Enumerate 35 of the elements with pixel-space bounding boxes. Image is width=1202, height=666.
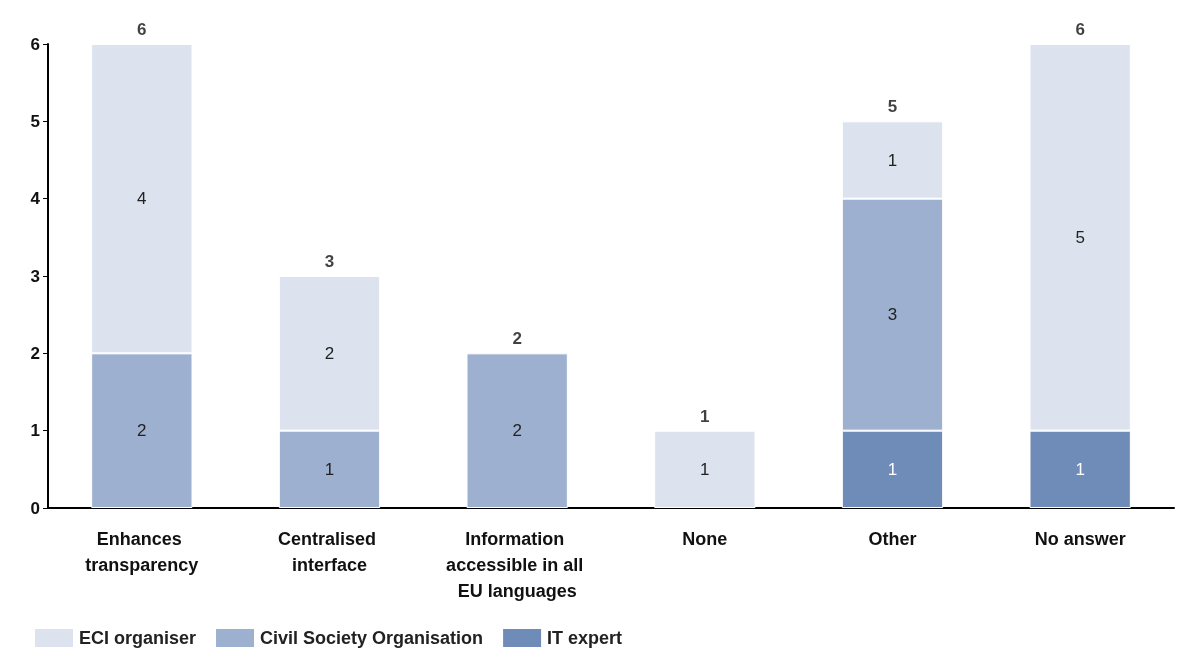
legend-label: Civil Society Organisation	[260, 628, 484, 648]
data-label: 4	[137, 189, 147, 209]
y-tick-label: 5	[30, 111, 40, 131]
y-tick-label: 0	[30, 498, 40, 518]
x-tick-label: Other	[868, 529, 917, 549]
x-tick-label: Information accessible in all EU languages	[446, 529, 589, 601]
data-label: 1	[700, 459, 710, 479]
data-label: 2	[324, 343, 335, 363]
data-label: 1	[887, 150, 898, 170]
bar	[466, 353, 568, 508]
total-label: 2	[512, 329, 522, 349]
data-label: 5	[1075, 227, 1085, 247]
legend-label: ECI organiser	[79, 628, 197, 648]
y-tick-label: 4	[30, 189, 41, 209]
total-label: 3	[324, 252, 335, 271]
y-tick-label: 6	[30, 34, 40, 54]
x-tick-label: None	[682, 529, 728, 549]
data-label: 2	[137, 421, 147, 441]
data-label: 2	[512, 421, 522, 441]
bar	[654, 430, 756, 508]
legend-label: IT expert	[547, 628, 623, 648]
y-tick-label: 1	[30, 421, 40, 441]
data-label: 1	[887, 459, 898, 479]
total-label: 6	[137, 20, 147, 39]
x-tick-label: No answer	[1034, 529, 1126, 549]
x-tick-label: Centralised interface	[277, 529, 382, 575]
data-label: 1	[324, 459, 335, 479]
total-label: 1	[700, 406, 710, 426]
x-tick-label: Enhances transparency	[85, 529, 199, 575]
y-tick-label: 3	[30, 266, 40, 286]
total-label: 6	[1075, 20, 1085, 39]
y-tick-label: 2	[30, 343, 40, 363]
data-label: 1	[1075, 459, 1085, 479]
total-label: 5	[887, 97, 898, 117]
data-label: 3	[887, 305, 898, 325]
